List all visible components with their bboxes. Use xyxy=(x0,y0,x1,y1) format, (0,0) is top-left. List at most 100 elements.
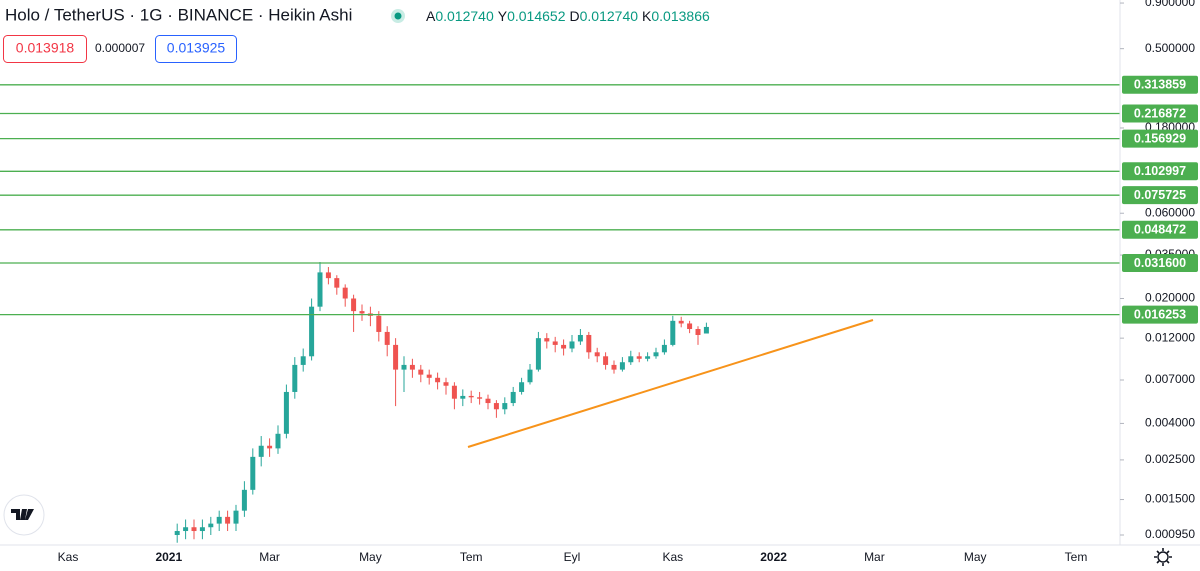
candle-body xyxy=(678,320,684,324)
candle-body xyxy=(426,374,432,378)
candle-body xyxy=(451,385,457,399)
candle-body xyxy=(645,356,651,359)
candle-body xyxy=(535,338,541,370)
candle-body xyxy=(510,391,516,404)
candle-body xyxy=(275,433,281,449)
x-tick-label: May xyxy=(964,550,987,564)
candle-body xyxy=(653,352,659,357)
spread: 0.000007 xyxy=(95,41,145,55)
candle-body xyxy=(594,352,600,357)
x-tick-label: May xyxy=(359,550,382,564)
y-tick-label: 0.900000 xyxy=(1145,0,1195,9)
candle-body xyxy=(569,341,575,349)
candle-body xyxy=(351,298,357,312)
candle-body xyxy=(670,320,676,345)
market-status-dot[interactable] xyxy=(394,12,402,20)
candle-body xyxy=(703,326,709,334)
sell-price: 0.013918 xyxy=(16,40,75,56)
x-tick-label: 2022 xyxy=(760,550,787,564)
candle-body xyxy=(519,382,525,392)
candle-body xyxy=(586,334,592,353)
gear-teeth xyxy=(1154,548,1172,566)
price-line-label-box xyxy=(1122,162,1198,181)
ohlc-values: A0.012740 Y0.014652 D0.012740 K0.013866 xyxy=(426,8,710,24)
candle-body xyxy=(468,395,474,398)
candle-body xyxy=(418,369,424,375)
candle-body xyxy=(409,364,415,370)
candle-body xyxy=(577,334,583,342)
logo-mark xyxy=(11,509,34,520)
trend-line[interactable] xyxy=(467,319,874,448)
price-line-label-box xyxy=(1122,104,1198,123)
candle-body xyxy=(199,527,205,532)
x-tick-label: Tem xyxy=(1065,550,1088,564)
candle-body xyxy=(233,510,239,524)
candle-body xyxy=(334,278,340,288)
candle-body xyxy=(443,382,449,386)
x-tick-label: Tem xyxy=(460,550,483,564)
candle-body xyxy=(493,403,499,410)
ohlc-value: 0.012740 xyxy=(580,8,639,24)
candle-body xyxy=(174,531,180,536)
y-tick-label: 0.012000 xyxy=(1145,330,1195,344)
x-tick-label: 2021 xyxy=(155,550,182,564)
candle-body xyxy=(325,272,331,279)
candle-body xyxy=(300,356,306,365)
candle-body xyxy=(661,344,667,353)
price-line-label-box xyxy=(1122,254,1198,273)
x-tick-label: Eyl xyxy=(564,550,581,564)
candle-body xyxy=(460,395,466,399)
y-tick-label: 0.004000 xyxy=(1145,416,1195,430)
candle-body xyxy=(502,403,508,410)
price-line-label: 0.048472 xyxy=(1134,223,1186,237)
price-line-label: 0.016253 xyxy=(1134,307,1186,321)
candle-body xyxy=(292,364,298,392)
x-tick-label: Mar xyxy=(864,550,885,564)
candle-body xyxy=(611,364,617,370)
ohlc-key: K xyxy=(642,8,652,24)
price-line-label: 0.075725 xyxy=(1134,188,1186,202)
buy-button[interactable] xyxy=(155,35,237,63)
y-tick-label: 0.000950 xyxy=(1145,527,1195,541)
price-line-label-box xyxy=(1122,220,1198,239)
ohlc-value: 0.013866 xyxy=(651,8,710,24)
candle-body xyxy=(183,527,189,532)
candle-body xyxy=(695,329,701,335)
price-line-label: 0.102997 xyxy=(1134,164,1186,178)
sell-button[interactable] xyxy=(3,35,87,63)
candle-body xyxy=(225,516,231,524)
candle-body xyxy=(216,516,222,524)
logo[interactable] xyxy=(3,494,45,536)
candle-body xyxy=(561,344,567,349)
candle-body xyxy=(309,306,315,357)
y-tick-label: 0.500000 xyxy=(1145,41,1195,55)
candle-body xyxy=(283,391,289,434)
candle-body xyxy=(258,445,264,457)
candle-body xyxy=(401,364,407,370)
candle-body xyxy=(191,527,197,532)
price-line-label-box xyxy=(1122,75,1198,94)
y-tick-label: 0.001500 xyxy=(1145,492,1195,506)
candle-body xyxy=(241,489,247,511)
symbol-title: Holo / TetherUS · 1G · BINANCE · Heikin … xyxy=(5,5,352,24)
candle-body xyxy=(687,323,693,330)
candle-body xyxy=(636,356,642,359)
price-line-label-box xyxy=(1122,305,1198,324)
y-tick-label: 0.002500 xyxy=(1145,452,1195,466)
price-line-label: 0.031600 xyxy=(1134,256,1186,270)
y-tick-label: 0.007000 xyxy=(1145,372,1195,386)
settings-icon[interactable] xyxy=(1154,548,1172,566)
candle-body xyxy=(477,397,483,399)
x-tick-label: Kas xyxy=(662,550,683,564)
ohlc-key: D xyxy=(570,8,580,24)
candle-body xyxy=(376,315,382,332)
candle-body xyxy=(393,344,399,370)
x-tick-label: Kas xyxy=(58,550,79,564)
candle-body xyxy=(317,272,323,307)
price-line-label: 0.313859 xyxy=(1134,78,1186,92)
y-tick-label: 0.020000 xyxy=(1145,291,1195,305)
candle-body xyxy=(527,369,533,383)
candle-body xyxy=(435,377,441,383)
